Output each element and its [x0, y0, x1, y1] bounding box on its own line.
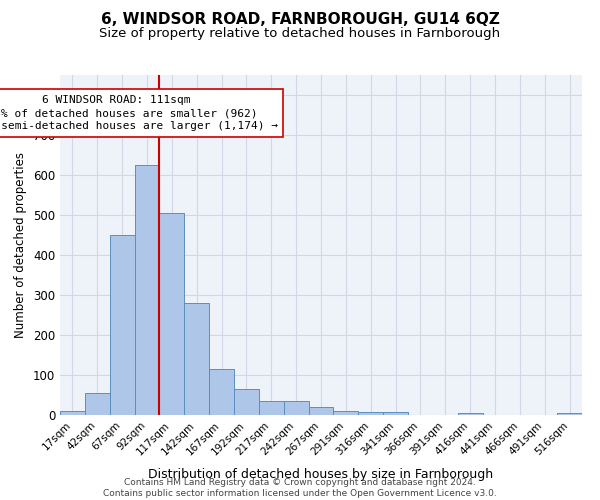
- Bar: [383, 412, 408, 415]
- Bar: [184, 303, 209, 415]
- Bar: [134, 165, 160, 415]
- X-axis label: Distribution of detached houses by size in Farnborough: Distribution of detached houses by size …: [148, 468, 494, 481]
- Text: Size of property relative to detached houses in Farnborough: Size of property relative to detached ho…: [100, 28, 500, 40]
- Y-axis label: Number of detached properties: Number of detached properties: [14, 152, 28, 338]
- Bar: [358, 412, 383, 415]
- Bar: [160, 213, 184, 415]
- Bar: [259, 401, 284, 415]
- Bar: [308, 407, 334, 415]
- Bar: [209, 369, 234, 415]
- Bar: [284, 401, 308, 415]
- Bar: [234, 389, 259, 415]
- Bar: [334, 411, 358, 415]
- Bar: [557, 413, 582, 415]
- Text: 6, WINDSOR ROAD, FARNBOROUGH, GU14 6QZ: 6, WINDSOR ROAD, FARNBOROUGH, GU14 6QZ: [101, 12, 499, 28]
- Text: 6 WINDSOR ROAD: 111sqm
← 45% of detached houses are smaller (962)
54% of semi-de: 6 WINDSOR ROAD: 111sqm ← 45% of detached…: [0, 95, 278, 132]
- Bar: [60, 411, 85, 415]
- Bar: [458, 413, 482, 415]
- Text: Contains HM Land Registry data © Crown copyright and database right 2024.
Contai: Contains HM Land Registry data © Crown c…: [103, 478, 497, 498]
- Bar: [110, 235, 134, 415]
- Bar: [85, 393, 110, 415]
